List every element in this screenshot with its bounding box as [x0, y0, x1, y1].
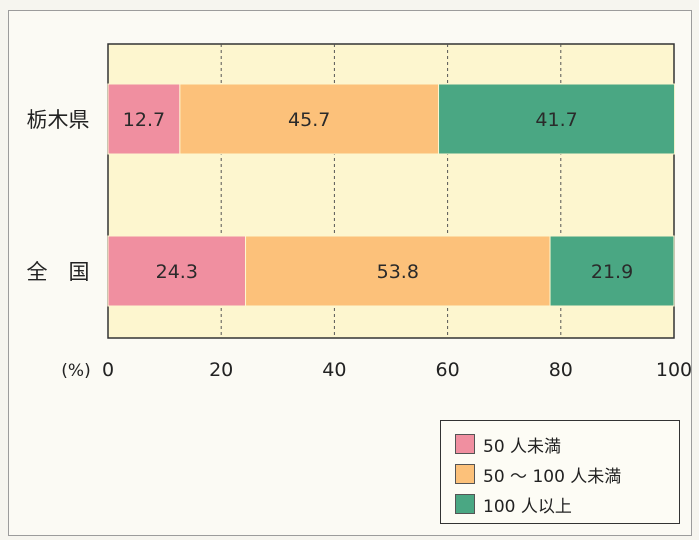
legend-swatch: [455, 494, 475, 514]
category-label: 栃木県: [27, 108, 90, 132]
legend-item: 50 人未満: [455, 429, 679, 459]
x-tick-label: 80: [549, 359, 573, 381]
bar-value-label: 53.8: [377, 261, 419, 283]
legend: 50 人未満 50 ～ 100 人未満 100 人以上: [440, 420, 680, 524]
x-tick-label: 100: [656, 359, 692, 381]
x-tick-label: 60: [436, 359, 460, 381]
bar-value-label: 41.7: [535, 109, 577, 131]
bar-value-label: 12.7: [123, 109, 165, 131]
x-unit-label: (%): [61, 361, 90, 381]
legend-label: 50 ～ 100 人未満: [483, 466, 622, 487]
bar-segment-0-0: [107, 83, 181, 155]
legend-label: 50 人未満: [483, 436, 562, 457]
x-tick-label: 40: [322, 359, 346, 381]
category-label: 全 国: [27, 260, 90, 284]
legend-item: 100 人以上: [455, 489, 679, 519]
legend-swatch: [455, 434, 475, 454]
bar-segment-1-2: [549, 235, 675, 307]
bar-segment-1-1: [245, 235, 551, 307]
legend-swatch: [455, 464, 475, 484]
bar-segment-0-1: [179, 83, 440, 155]
x-tick-labels: 0 20 40 60 80 100: [102, 359, 692, 381]
bar-segment-0-2: [438, 83, 676, 155]
bar-segment-1-0: [107, 235, 247, 307]
legend-item: 50 ～ 100 人未満: [455, 459, 679, 489]
x-tick-label: 20: [209, 359, 233, 381]
bars: [107, 83, 676, 307]
bar-value-labels: 12.7 45.7 41.7 24.3 53.8 21.9: [123, 109, 633, 283]
legend-label: 100 人以上: [483, 496, 572, 517]
bar-value-label: 24.3: [156, 261, 198, 283]
x-tick-label: 0: [102, 359, 114, 381]
bar-value-label: 21.9: [591, 261, 633, 283]
bar-value-label: 45.7: [288, 109, 330, 131]
